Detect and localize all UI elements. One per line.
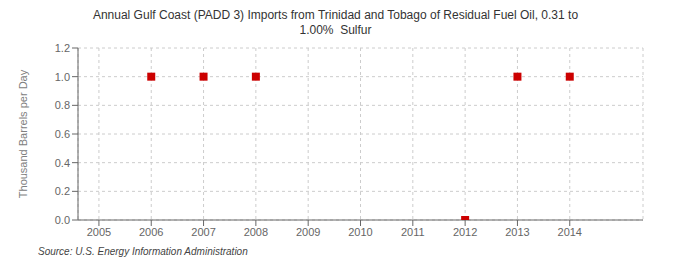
- svg-text:2013: 2013: [505, 226, 529, 238]
- svg-text:2010: 2010: [348, 226, 372, 238]
- svg-text:2005: 2005: [87, 226, 111, 238]
- svg-text:Thousand Barrels per Day: Thousand Barrels per Day: [17, 69, 29, 198]
- svg-text:0.2: 0.2: [55, 185, 70, 197]
- svg-text:2007: 2007: [191, 226, 215, 238]
- html-text:1.00% Sulfur: 1.00% Sulfur: [299, 23, 372, 37]
- svg-text:0.8: 0.8: [55, 99, 70, 111]
- svg-text:2008: 2008: [244, 226, 268, 238]
- svg-text:0.4: 0.4: [55, 157, 70, 169]
- html-text:Source: U.S. Energy Informatio: Source: U.S. Energy Information Administ…: [38, 246, 248, 257]
- svg-text:2006: 2006: [139, 226, 163, 238]
- svg-text:2014: 2014: [558, 226, 582, 238]
- svg-text:0.0: 0.0: [55, 214, 70, 226]
- svg-text:2011: 2011: [401, 226, 425, 238]
- svg-text:1.2: 1.2: [55, 42, 70, 54]
- svg-text:0.6: 0.6: [55, 128, 70, 140]
- svg-text:2009: 2009: [296, 226, 320, 238]
- svg-text:2012: 2012: [453, 226, 477, 238]
- html-text:Annual Gulf Coast (PADD 3) Imp: Annual Gulf Coast (PADD 3) Imports from …: [92, 8, 579, 22]
- svg-text:1.0: 1.0: [55, 71, 70, 83]
